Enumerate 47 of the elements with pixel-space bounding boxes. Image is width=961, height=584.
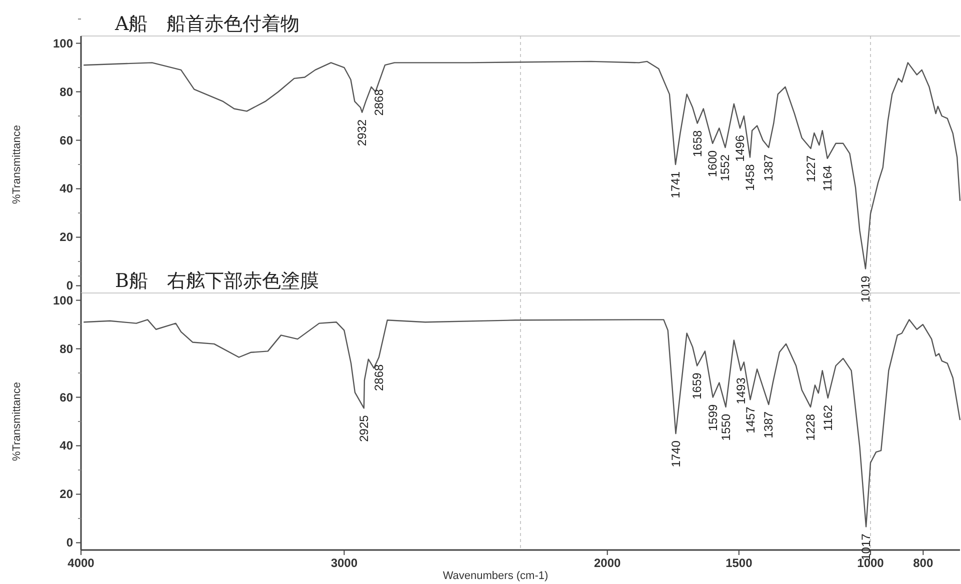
y-tick-label: 100 — [52, 293, 74, 308]
line-series — [83, 60, 961, 270]
x-tick-label: 3000 — [330, 556, 358, 570]
annotation: 1164 — [820, 165, 834, 192]
annotation: 1550 — [718, 414, 733, 441]
annotation: 2868 — [372, 88, 386, 116]
y-tick-label: 60 — [60, 390, 74, 404]
y-tick-label: 80 — [60, 342, 74, 356]
y-axis-title: %Transmittance — [11, 382, 23, 462]
annotation: 1659 — [690, 372, 704, 400]
chart-title: B船 右舷下部赤色塗膜 — [115, 270, 319, 292]
y-tick-label: 60 — [60, 133, 74, 148]
y-tick-label: 40 — [60, 182, 74, 196]
y-tick-label: 0 — [66, 536, 74, 550]
annotation: 1458 — [743, 164, 757, 191]
x-tick-label: 1500 — [726, 556, 753, 570]
y-tick-label: 0 — [66, 278, 74, 293]
x-tick-label: 4000 — [68, 556, 95, 570]
annotation: 1741 — [668, 171, 682, 198]
annotation: 1228 — [804, 414, 818, 441]
y-tick-label: 100 — [52, 36, 74, 50]
annotation: 1600 — [706, 150, 720, 178]
annotation: 1599 — [706, 404, 720, 432]
annotation: 1496 — [733, 134, 747, 162]
annotation: 2925 — [356, 414, 371, 442]
y-tick-label: 20 — [60, 230, 74, 244]
annotation: 1658 — [690, 130, 704, 158]
annotation: 1493 — [734, 377, 748, 404]
annotation: 1227 — [804, 155, 818, 182]
x-axis-title: Wavenumbers (cm-1) — [442, 570, 548, 582]
x-tick-label: 800 — [913, 556, 934, 570]
y-tick-label: 80 — [60, 84, 74, 99]
annotation: 2932 — [355, 119, 370, 146]
annotation: 1457 — [743, 406, 758, 434]
y-axis-title: %Transmittance — [11, 124, 23, 204]
x-tick-label: 2000 — [594, 556, 622, 570]
annotation: 1019 — [858, 275, 872, 303]
line-series — [83, 319, 961, 528]
annotation: 1552 — [718, 154, 732, 182]
y-tick-label: 40 — [60, 438, 74, 453]
chart-title: A船 船首赤色付着物 — [114, 13, 300, 35]
y-tick-label: 20 — [60, 487, 74, 502]
annotation: 1162 — [820, 404, 835, 431]
annotation: 2868 — [372, 364, 386, 392]
annotation: 1387 — [762, 411, 776, 438]
annotation: 1740 — [668, 440, 683, 468]
annotation: 1387 — [762, 154, 776, 182]
